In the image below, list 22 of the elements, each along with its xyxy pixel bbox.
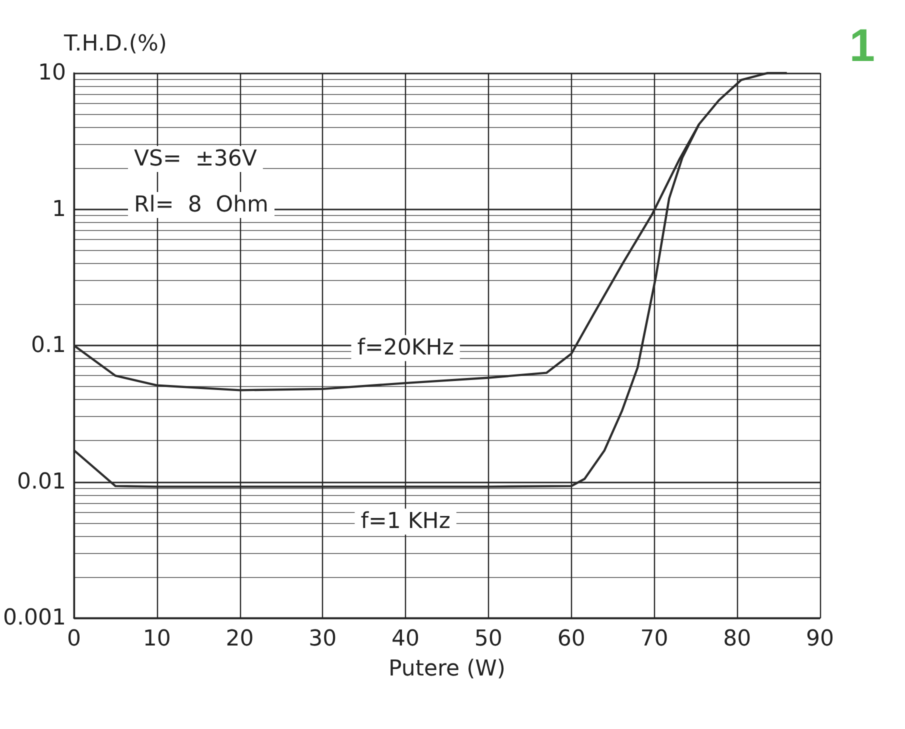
y-tick-label: 0.01 (16, 469, 66, 494)
annotation: VS= ±36V (134, 146, 257, 172)
series-label: f=20KHz (357, 336, 454, 361)
x-tick-label: 40 (392, 626, 420, 652)
x-tick-label: 70 (640, 626, 668, 652)
x-tick-label: 30 (308, 626, 337, 652)
y-axis-title: T.H.D.(%) (62, 32, 167, 56)
y-tick-label: 0.1 (30, 333, 66, 358)
x-tick-label: 10 (142, 626, 171, 652)
y-tick-label: 1 (52, 196, 66, 222)
x-tick-label: 80 (723, 626, 752, 652)
text: 1 (849, 19, 876, 71)
annotation: Rl= 8 Ohm (134, 192, 268, 218)
x-tick-label: 20 (226, 626, 254, 652)
x-tick-label: 90 (806, 626, 834, 652)
x-tick-label: 60 (557, 626, 586, 652)
x-axis-title: Putere (W) (388, 656, 506, 682)
x-tick-label: 50 (474, 626, 502, 652)
y-tick-label: 0.001 (2, 606, 66, 630)
y-tick-label: 10 (38, 60, 66, 86)
x-tick-label: 0 (66, 626, 81, 652)
series-label: f=1 KHz (360, 509, 450, 534)
